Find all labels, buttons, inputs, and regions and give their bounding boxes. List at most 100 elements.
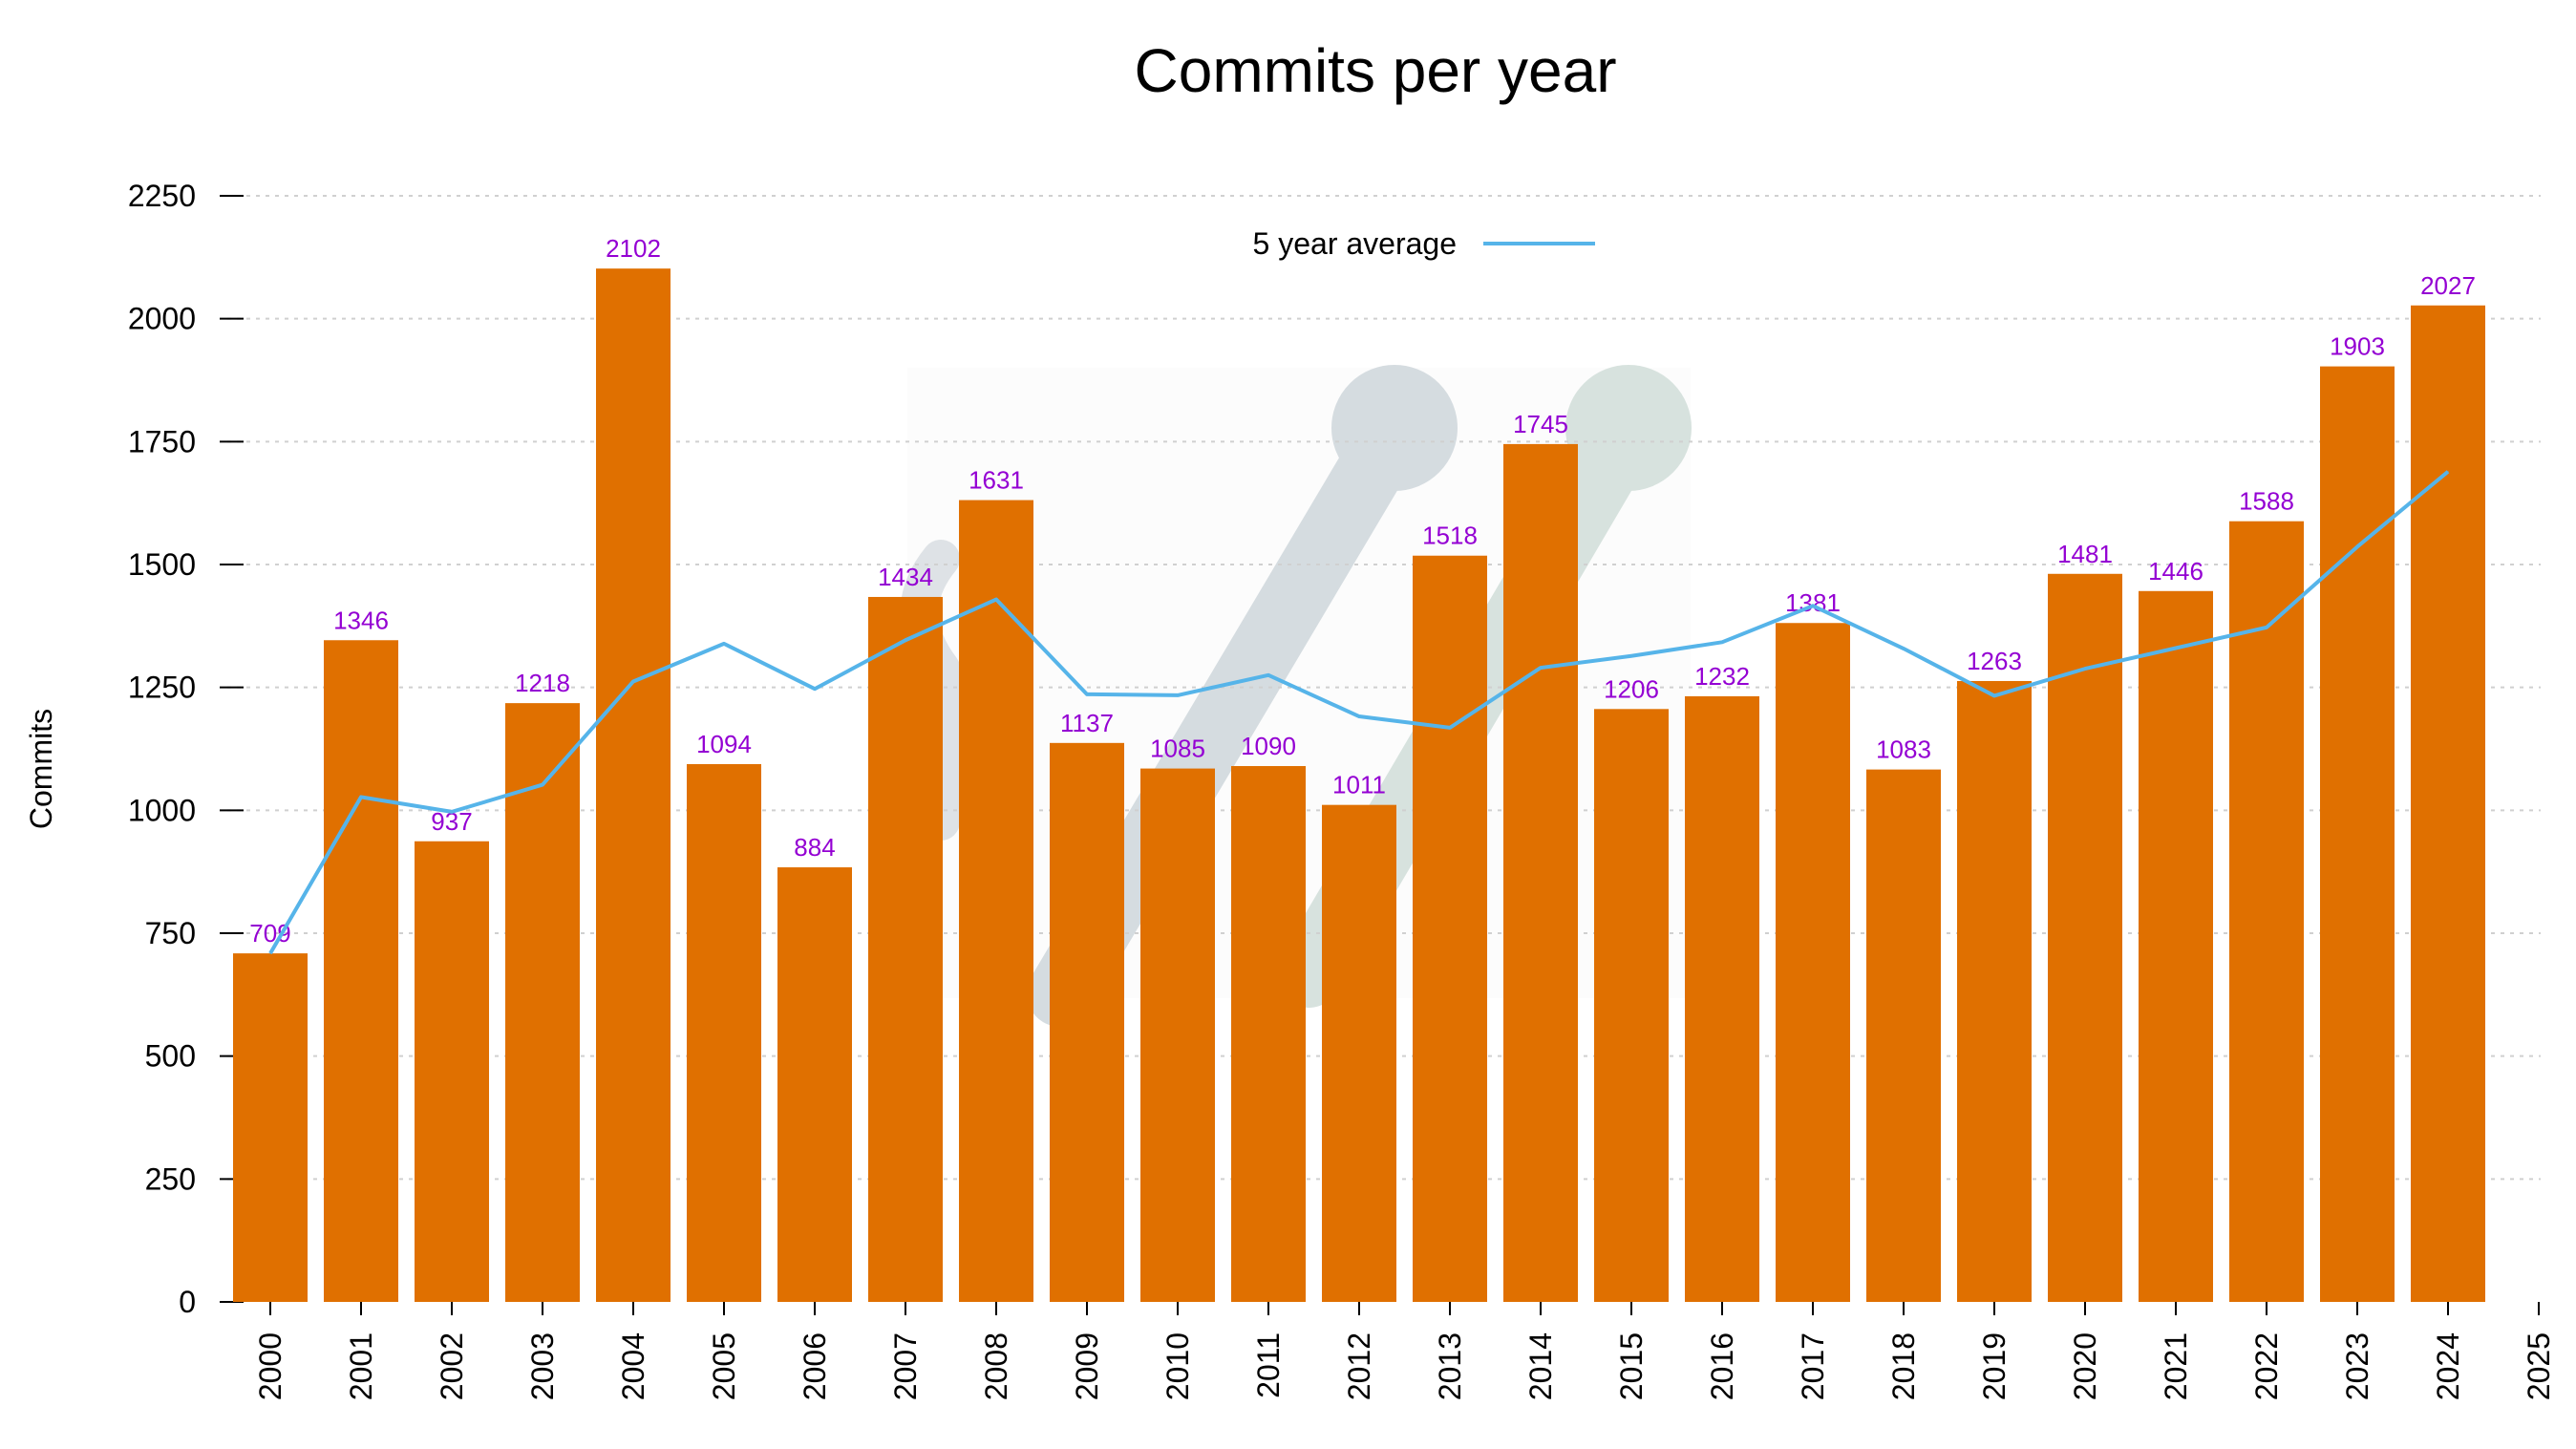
bar: [1050, 742, 1124, 1302]
x-tick-label: 2007: [888, 1332, 923, 1400]
bar: [233, 953, 308, 1302]
x-tick-label: 2020: [2068, 1332, 2102, 1400]
x-tick-label: 2016: [1705, 1332, 1739, 1400]
average-line-point: [2356, 545, 2358, 547]
bar: [1776, 623, 1850, 1302]
x-tick-label: 2003: [525, 1332, 560, 1400]
bar: [1594, 709, 1669, 1302]
legend: 5 year average: [1253, 226, 1595, 261]
y-tick-label: 0: [179, 1285, 196, 1319]
bar: [2048, 573, 2122, 1302]
x-tick-label: 2011: [1251, 1332, 1286, 1398]
bar-value-label: 1085: [1150, 735, 1205, 763]
bar: [1140, 768, 1215, 1302]
bar: [1957, 680, 2032, 1302]
average-line-point: [1449, 727, 1451, 729]
x-tick-label: 2025: [2522, 1332, 2556, 1400]
chart-title: Commits per year: [1135, 36, 1617, 105]
bar: [596, 268, 671, 1302]
x-tick-label: 2002: [435, 1332, 469, 1400]
bar-value-label: 1137: [1060, 709, 1114, 737]
y-tick-label: 2250: [128, 179, 196, 213]
x-tick-label: 2015: [1614, 1332, 1649, 1400]
bar-value-label: 1446: [2148, 557, 2203, 586]
x-tick-label: 2009: [1070, 1332, 1104, 1400]
x-tick-label: 2014: [1523, 1332, 1558, 1400]
average-line-point: [1086, 693, 1088, 695]
bar: [2411, 305, 2485, 1303]
x-tick-label: 2018: [1886, 1332, 1921, 1400]
bar-value-label: 1631: [969, 466, 1024, 495]
bar: [1322, 804, 1396, 1302]
x-tick-label: 2022: [2249, 1332, 2284, 1400]
bar-value-label: 1903: [2330, 332, 2385, 361]
x-tick-label: 2019: [1977, 1332, 2012, 1400]
average-line-point: [2084, 668, 2086, 670]
bar-value-label: 709: [249, 919, 290, 948]
average-line-point: [1540, 667, 1542, 669]
bar: [1413, 555, 1487, 1302]
bar-value-label: 2027: [2420, 271, 2476, 300]
average-line-point: [2175, 647, 2177, 649]
average-line-point: [814, 688, 816, 690]
bar: [1866, 769, 1941, 1302]
bar-value-label: 1481: [2057, 540, 2113, 568]
average-line-point: [1812, 605, 1814, 607]
average-line-point: [905, 639, 906, 641]
bar: [959, 500, 1033, 1302]
bar: [415, 841, 489, 1302]
bar-value-label: 1090: [1241, 732, 1296, 760]
bar: [687, 763, 761, 1302]
average-line-point: [1267, 674, 1269, 676]
bar: [2139, 590, 2213, 1302]
bar-value-label: 1011: [1332, 771, 1386, 799]
bar-value-label: 1232: [1694, 662, 1750, 691]
x-tick-label: 2008: [979, 1332, 1013, 1400]
bar: [1503, 443, 1578, 1302]
x-tick-label: 2013: [1433, 1332, 1467, 1400]
bar-value-label: 1518: [1422, 522, 1478, 550]
y-tick-label: 1750: [128, 424, 196, 458]
watermark-ring-right: [1565, 365, 1692, 491]
y-tick-label: 500: [145, 1039, 196, 1074]
bar: [324, 640, 398, 1302]
y-tick-label: 1500: [128, 547, 196, 582]
bar: [777, 867, 852, 1302]
average-line-point: [995, 599, 997, 601]
x-tick-label: 2012: [1342, 1332, 1376, 1400]
average-line-series: [268, 470, 2450, 955]
x-axis: 2000 2001 2002 2003 2004 2005 2006 2007 2008 2009…: [253, 1302, 2556, 1400]
x-tick-label: 2004: [616, 1332, 650, 1400]
bar-value-label: 1346: [333, 606, 389, 634]
bar-value-labels: 7091346937121821021094884143416311137108…: [249, 234, 2476, 948]
bar-series: [233, 268, 2485, 1303]
bar-value-label: 1745: [1513, 410, 1568, 438]
bar-value-label: 1083: [1876, 735, 1931, 764]
bar: [1231, 766, 1306, 1302]
average-line-point: [1630, 655, 1632, 657]
y-tick-label: 750: [145, 916, 196, 950]
bar-value-label: 1094: [696, 730, 752, 758]
y-tick-label: 1000: [128, 793, 196, 827]
y-tick-label: 1250: [128, 671, 196, 705]
bar: [2229, 521, 2304, 1302]
x-tick-label: 2001: [344, 1332, 378, 1400]
y-axis-label: Commits: [24, 709, 58, 829]
average-line-point: [632, 680, 634, 682]
watermark-ring-left: [1331, 365, 1458, 491]
x-tick-label: 2000: [253, 1332, 287, 1400]
average-line-point: [1358, 715, 1360, 717]
bar: [1685, 695, 1759, 1302]
bar-value-label: 2102: [606, 234, 661, 263]
average-line-point: [1721, 641, 1723, 643]
bar-value-label: 884: [794, 833, 835, 862]
x-tick-label: 2024: [2431, 1332, 2465, 1400]
x-tick-label: 2017: [1796, 1332, 1830, 1400]
y-axis: 0 250 500 750 1000 1250 1500 1750 2000 2250: [128, 179, 244, 1319]
average-line-point: [269, 952, 271, 954]
average-line-point: [723, 643, 725, 645]
bar-value-label: 1263: [1967, 647, 2022, 675]
y-tick-label: 2000: [128, 302, 196, 336]
average-line-point: [1903, 648, 1905, 650]
